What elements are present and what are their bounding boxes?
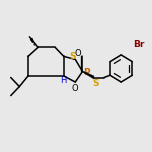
Polygon shape (82, 71, 94, 79)
Text: S: S (69, 52, 76, 61)
Text: O: O (72, 84, 79, 93)
Text: Br: Br (133, 40, 144, 49)
Text: P: P (83, 69, 90, 78)
Text: H: H (61, 76, 67, 85)
Text: S: S (92, 79, 99, 88)
Text: O: O (75, 49, 81, 58)
